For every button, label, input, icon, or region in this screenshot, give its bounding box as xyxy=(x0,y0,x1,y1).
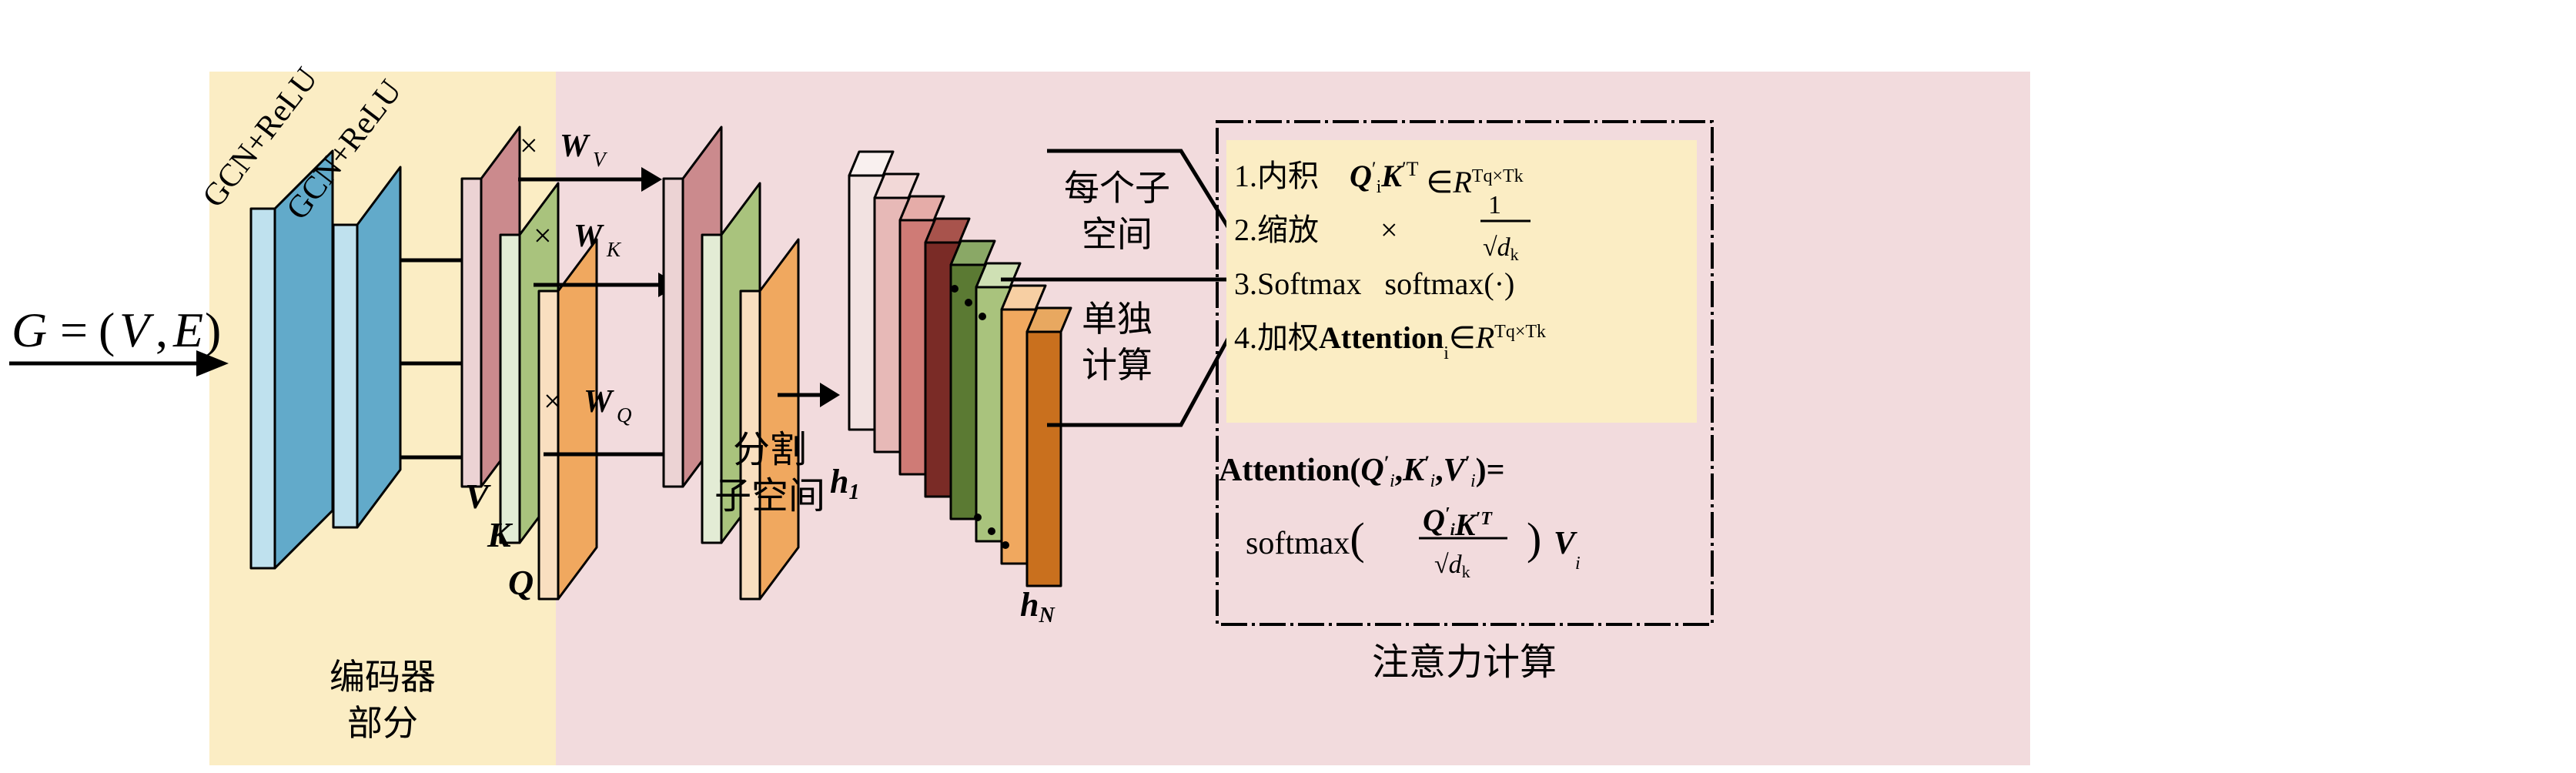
svg-text:W: W xyxy=(574,219,604,254)
svg-text:分割: 分割 xyxy=(733,430,807,470)
svg-text:×: × xyxy=(534,219,552,254)
svg-text:子空间: 子空间 xyxy=(714,476,825,517)
svg-text:): ) xyxy=(205,303,221,357)
svg-text:单独: 单独 xyxy=(1082,299,1153,339)
svg-text:1: 1 xyxy=(1488,191,1501,219)
svg-text:=: = xyxy=(60,303,88,357)
svg-text:计算: 计算 xyxy=(1082,346,1153,385)
svg-text:Q: Q xyxy=(508,563,534,602)
svg-text:编码器: 编码器 xyxy=(330,658,436,697)
svg-text:×: × xyxy=(544,384,562,420)
svg-text:(: ( xyxy=(99,303,115,357)
svg-text:W: W xyxy=(560,129,590,164)
svg-text:注意力计算: 注意力计算 xyxy=(1372,642,1557,683)
svg-text:每个子: 每个子 xyxy=(1064,169,1170,208)
svg-text:,: , xyxy=(156,303,168,357)
svg-text:W: W xyxy=(584,384,614,420)
svg-text:Q: Q xyxy=(617,403,632,427)
svg-text:Attention(Q′i,K′i,V′i)=: Attention(Q′i,K′i,V′i)= xyxy=(1219,452,1505,491)
svg-text:2.缩放 ×: 2.缩放 × xyxy=(1234,212,1398,247)
svg-text:): ) xyxy=(1527,514,1541,564)
svg-text:3.Softmax softmax(·): 3.Softmax softmax(·) xyxy=(1234,266,1514,301)
svg-text:部分: 部分 xyxy=(347,704,418,743)
svg-text:G: G xyxy=(12,303,47,357)
svg-text:V: V xyxy=(465,477,491,516)
svg-text:E: E xyxy=(172,303,203,357)
svg-text:K: K xyxy=(606,238,622,261)
svg-text:空间: 空间 xyxy=(1082,215,1153,254)
svg-text:V: V xyxy=(119,303,155,357)
svg-text:×: × xyxy=(520,129,538,164)
svg-text:K: K xyxy=(487,515,514,554)
